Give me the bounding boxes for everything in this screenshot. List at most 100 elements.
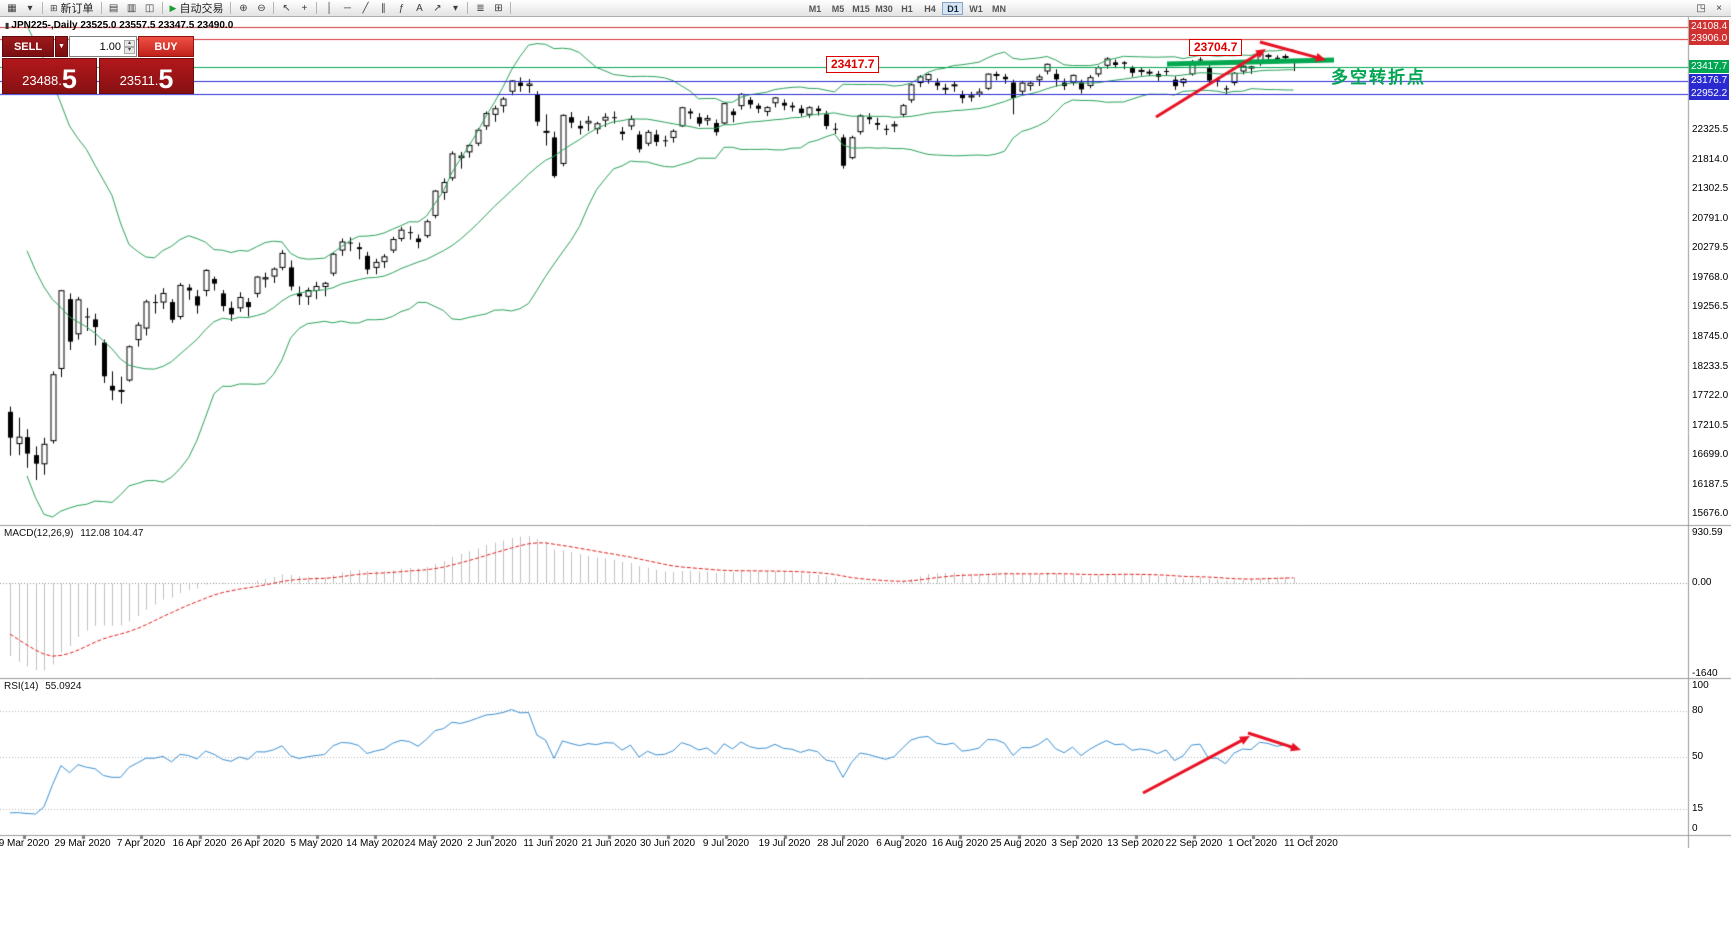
indicators-icon[interactable]: ≣: [476, 2, 485, 14]
crosshair-icon[interactable]: +: [301, 2, 308, 14]
timeframe-m15-button[interactable]: M15: [852, 3, 870, 14]
restore-window-icon[interactable]: ◳: [1696, 2, 1706, 14]
text-tool-icon[interactable]: A: [416, 2, 423, 14]
date-label: 22 Sep 2020: [1165, 838, 1223, 849]
date-label: 9 Mar 2020: [0, 838, 50, 849]
one-click-prices-row: 23488. 5 23511. 5: [2, 58, 194, 94]
rsi-axis-label: 100: [1692, 680, 1709, 691]
buy-button[interactable]: BUY: [138, 36, 194, 57]
price-tick-label: 20279.5: [1692, 242, 1729, 254]
price-tick-label: 18745.0: [1692, 331, 1729, 342]
spinner-up-icon[interactable]: ▴: [124, 39, 135, 47]
price-tick-label: 17210.5: [1692, 419, 1729, 431]
timeframe-m1-button[interactable]: M1: [808, 3, 822, 14]
new-order-button[interactable]: ⊞ 新订单: [50, 2, 94, 16]
date-label: 21 Jun 2020: [581, 838, 637, 849]
toolbar-separator: [316, 2, 318, 14]
rsi-value: 55.0924: [45, 681, 82, 692]
date-label: 13 Sep 2020: [1107, 838, 1164, 849]
zoom-out-icon[interactable]: ⊖: [257, 2, 266, 14]
timeframe-m5-button[interactable]: M5: [831, 3, 845, 14]
timeframe-w1-button[interactable]: W1: [969, 3, 983, 14]
date-label: 2 Jun 2020: [467, 838, 517, 849]
date-label: 11 Jun 2020: [523, 838, 578, 849]
price-annotation-box[interactable]: 23417.7: [826, 56, 880, 73]
macd-axis-label: 0.00: [1692, 576, 1712, 588]
autotrading-button[interactable]: ▶ 自动交易: [169, 2, 224, 16]
timeframe-d1-button[interactable]: D1: [942, 1, 964, 15]
rsi-axis-label: 50: [1692, 750, 1704, 762]
price-annotation-box[interactable]: 23704.7: [1189, 39, 1243, 56]
cursor-icon[interactable]: ↖: [282, 2, 291, 14]
volume-field[interactable]: 1.00 ▴ ▾: [69, 36, 137, 57]
navigator-icon[interactable]: ▥: [126, 2, 137, 14]
price-level-label: 23176.7: [1689, 74, 1730, 88]
sell-button[interactable]: SELL: [2, 36, 54, 57]
turning-point-note[interactable]: 多空转折点: [1331, 68, 1426, 87]
timeframe-mn-button[interactable]: MN: [991, 3, 1006, 14]
toolbar: ▦ ▾ ⊞ 新订单 ▤ ▥ ◫ ▶ 自动交易 ⊕ ⊖ ↖ + │ ─ ╱ ∥ ƒ A ↗ ▾ ≣ ⊞ M1 M5 M15 M30 H1…: [0, 0, 1731, 17]
grid-icon[interactable]: ⊞: [494, 2, 503, 14]
market-watch-icon[interactable]: ▤: [108, 2, 119, 14]
arrow-objects-icon[interactable]: ↗: [433, 2, 442, 14]
volume-spinner: ▴ ▾: [124, 39, 135, 54]
date-label: 3 Sep 2020: [1051, 838, 1103, 849]
bid-price-button[interactable]: 23488. 5: [2, 58, 97, 94]
autotrading-play-icon: ▶: [169, 2, 177, 13]
price-tick-label: 19768.0: [1692, 271, 1729, 283]
date-label: 28 Jul 2020: [817, 838, 869, 849]
new-chart-icon[interactable]: ▦: [7, 2, 17, 14]
date-label: 5 May 2020: [290, 838, 343, 849]
price-tick-label: 19256.5: [1692, 301, 1729, 313]
ask-decimal-point: .: [154, 73, 159, 88]
price-tick-label: 21302.5: [1692, 183, 1729, 195]
trendline-icon[interactable]: ╱: [362, 2, 369, 14]
horizontal-line-icon[interactable]: ─: [343, 2, 352, 14]
date-label: 30 Jun 2020: [639, 838, 696, 849]
close-window-icon[interactable]: ×: [1716, 2, 1722, 14]
symbol-ohlc-bar: ▮ JPN225-,Daily 23525.0 23557.5 23347.5 2…: [5, 20, 233, 31]
equidistant-channel-icon[interactable]: ∥: [380, 2, 386, 14]
one-click-trading-panel: SELL ▼ 1.00 ▴ ▾ BUY 23488. 5 23511. 5: [2, 36, 194, 94]
price-tick-label: 15676.0: [1692, 508, 1729, 520]
order-type-dropdown[interactable]: ▼: [55, 36, 68, 57]
timeframe-h1-button[interactable]: H1: [901, 3, 913, 14]
terminal-icon[interactable]: ◫: [144, 2, 155, 14]
zoom-in-icon[interactable]: ⊕: [239, 2, 248, 14]
toolbar-separator: [273, 2, 275, 14]
price-tick-label: 20791.0: [1692, 212, 1729, 224]
macd-axis-label: 930.59: [1692, 527, 1723, 538]
toolbar-separator: [100, 2, 102, 14]
price-tick-label: 16699.0: [1692, 449, 1729, 461]
objects-dropdown-icon[interactable]: ▾: [452, 2, 458, 14]
chart-list-dropdown-icon[interactable]: ▾: [27, 2, 33, 14]
date-label: 1 Oct 2020: [1228, 838, 1277, 849]
timeframe-h4-button[interactable]: H4: [924, 3, 936, 14]
rsi-axis-label: 0: [1692, 823, 1698, 834]
date-label: 29 Mar 2020: [54, 838, 111, 849]
fibonacci-icon[interactable]: ƒ: [398, 2, 405, 14]
chevron-down-icon: ▼: [58, 43, 65, 50]
price-level-label: 23906.0: [1689, 31, 1730, 45]
macd-values: 112.08 104.47: [80, 528, 144, 539]
price-level-label: 24108.4: [1689, 20, 1730, 34]
timeframe-m30-button[interactable]: M30: [875, 3, 893, 14]
macd-axis-label: -1640: [1692, 668, 1718, 679]
one-click-header-row: SELL ▼ 1.00 ▴ ▾ BUY: [2, 36, 194, 57]
toolbar-separator: [467, 2, 469, 14]
ask-price-button[interactable]: 23511. 5: [99, 58, 194, 94]
price-tick-label: 16187.5: [1692, 478, 1729, 490]
date-label: 6 Aug 2020: [876, 838, 927, 849]
ask-big-digit: 5: [158, 64, 174, 95]
price-tick-label: 21814.0: [1692, 153, 1729, 165]
spinner-down-icon[interactable]: ▾: [124, 46, 135, 54]
vertical-line-icon[interactable]: │: [326, 2, 333, 14]
rsi-indicator-label: RSI(14) 55.0924: [4, 681, 81, 692]
ask-main-digits: 23511: [119, 73, 155, 88]
toolbar-separator: [230, 2, 232, 14]
date-label: 7 Apr 2020: [116, 838, 166, 849]
price-tick-label: 18233.5: [1692, 360, 1729, 372]
date-label: 16 Apr 2020: [172, 838, 227, 849]
